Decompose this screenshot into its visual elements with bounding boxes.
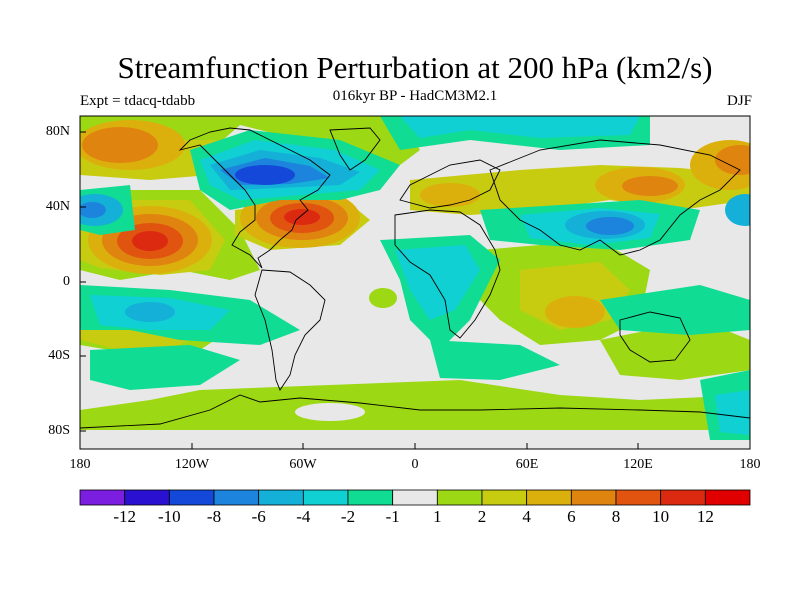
- colorbar-swatch: [258, 489, 304, 506]
- contour-region: [600, 320, 750, 380]
- colorbar-label: 1: [433, 507, 442, 526]
- lon-label: 180: [739, 457, 761, 472]
- colorbar-swatch: [124, 489, 170, 506]
- contour-region: [80, 380, 750, 430]
- colorbar-swatch: [302, 489, 349, 506]
- contour-region: [586, 217, 634, 235]
- contour-region: [295, 403, 365, 421]
- coastline-asia: [489, 139, 741, 256]
- contour-field: [80, 116, 750, 449]
- colorbar-label: 6: [567, 507, 576, 526]
- contour-region: [80, 202, 106, 218]
- coastline-antarctica: [80, 394, 750, 429]
- colorbar-swatch: [481, 489, 528, 506]
- coastline-south-america: [254, 269, 326, 391]
- lat-label: 40N: [45, 199, 70, 214]
- contour-region: [600, 285, 750, 335]
- colorbar-swatch: [615, 489, 662, 506]
- page-title: Streamfunction Perturbation at 200 hPa (…: [117, 50, 713, 85]
- contour-region: [622, 176, 678, 196]
- contour-region: [132, 231, 168, 251]
- coastline-europe: [399, 159, 501, 209]
- colorbar-swatch: [168, 489, 215, 506]
- colorbar-label: -4: [296, 507, 311, 526]
- colorbar-label: 4: [522, 507, 531, 526]
- lat-label: 40S: [48, 348, 70, 363]
- contour-region: [369, 288, 397, 308]
- contour-region: [235, 165, 295, 185]
- model-label: 016kyr BP - HadCM3M2.1: [332, 88, 498, 104]
- colorbar-label: 10: [652, 507, 670, 526]
- contour-region: [725, 194, 750, 226]
- lon-label: 60W: [289, 457, 317, 472]
- contour-region: [715, 390, 750, 435]
- contour-region: [420, 183, 480, 207]
- contour-region: [90, 345, 240, 390]
- colorbar: [79, 489, 751, 506]
- lat-label: 80S: [48, 423, 70, 438]
- contour-region: [430, 340, 560, 380]
- season-label: DJF: [726, 93, 752, 109]
- lat-label: 0: [63, 274, 70, 289]
- lon-label: 180: [69, 457, 91, 472]
- colorbar-swatch: [392, 489, 438, 506]
- colorbar-swatch: [570, 489, 617, 506]
- contour-region: [400, 116, 640, 138]
- colorbar-label: -6: [251, 507, 266, 526]
- contour-region: [125, 302, 175, 322]
- coastline-greenland: [329, 127, 381, 171]
- colorbar-swatch: [436, 489, 483, 506]
- lon-label: 0: [411, 457, 419, 472]
- colorbar-label: 2: [477, 507, 487, 526]
- lon-label: 120W: [174, 457, 210, 472]
- coastline-africa: [394, 209, 501, 339]
- coastline-north-america: [178, 127, 331, 269]
- colorbar-label: 12: [696, 507, 714, 526]
- colorbar-label: -12: [113, 507, 136, 526]
- lon-label: 120E: [623, 457, 653, 472]
- colorbar-swatch: [704, 489, 751, 506]
- colorbar-swatch: [660, 489, 706, 506]
- lat-label: 80N: [45, 124, 70, 139]
- colorbar-label: -1: [385, 507, 400, 526]
- colorbar-swatch: [79, 489, 126, 506]
- colorbar-swatch: [347, 489, 394, 506]
- colorbar-label: -8: [206, 507, 222, 526]
- colorbar-swatch: [526, 489, 572, 506]
- coastline-australia: [619, 311, 691, 363]
- colorbar-label: -2: [340, 507, 356, 526]
- contour-region: [284, 209, 320, 225]
- axis-ticks: [79, 131, 751, 449]
- coastlines: [80, 127, 750, 429]
- contour-region: [395, 245, 480, 320]
- colorbar-swatch: [213, 489, 260, 506]
- contour-region: [545, 296, 605, 328]
- experiment-label: Expt = tdacq-tdabb: [80, 93, 196, 109]
- colorbar-label: -10: [157, 507, 181, 526]
- contour-region: [715, 145, 750, 175]
- colorbar-label: 8: [611, 507, 621, 526]
- contour-region: [82, 127, 158, 163]
- lon-label: 60E: [515, 457, 539, 472]
